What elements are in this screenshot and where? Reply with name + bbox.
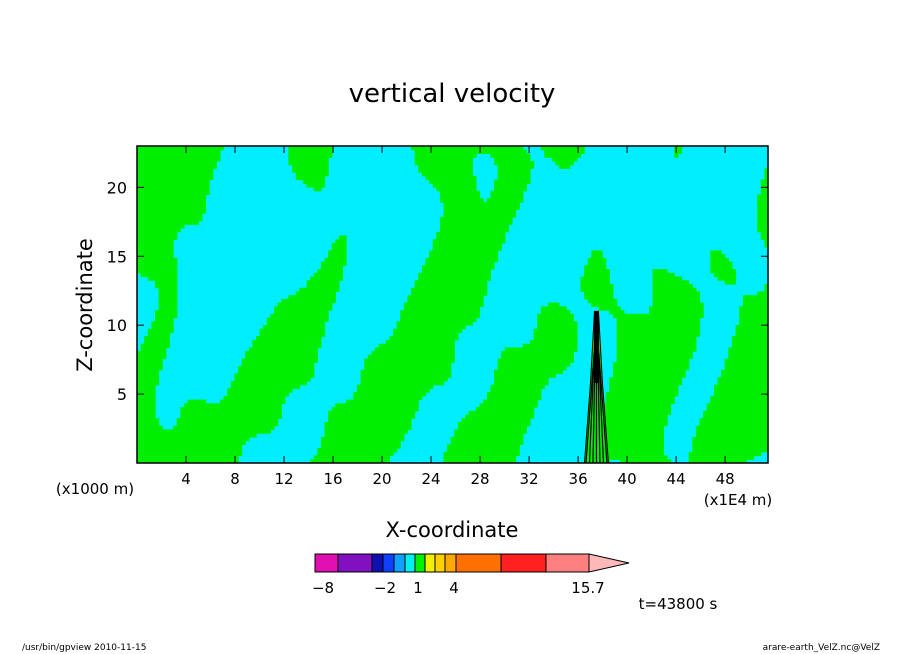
colorbar-tick-label: −2	[374, 579, 396, 597]
y-tick-label: 20	[107, 178, 127, 197]
y-axis-ticks: 5 10 15 20	[107, 178, 768, 404]
colorbar-tick-label: −8	[312, 579, 334, 597]
time-label: t=43800 s	[639, 595, 718, 613]
colorbar-tick-label: 4	[449, 579, 459, 597]
updraft-contour	[598, 353, 608, 463]
colorbar-extension-arrow	[588, 553, 630, 573]
x-axis-label: X-coordinate	[386, 518, 519, 542]
colorbar-segment	[424, 553, 436, 573]
y-tick-label: 5	[117, 385, 127, 404]
velocity-field	[137, 146, 768, 463]
footer-left: /usr/bin/gpview 2010-11-15	[22, 643, 146, 653]
x-tick-label: 32	[520, 470, 539, 488]
x-tick-label: 28	[471, 470, 490, 488]
colorbar-segment	[314, 553, 339, 573]
x-tick-label: 24	[422, 470, 441, 488]
colorbar-segment	[434, 553, 446, 573]
y-axis-label: Z-coordinate	[73, 238, 97, 372]
x-unit-left: (x1000 m)	[56, 480, 134, 498]
chart-title: vertical velocity	[349, 79, 556, 109]
colorbar-tick-label: 1	[413, 579, 423, 597]
plot-frame	[136, 145, 769, 464]
x-tick-label: 36	[569, 470, 588, 488]
colorbar-segment	[414, 553, 426, 573]
y-tick-label: 15	[107, 247, 127, 266]
colorbar-tick-label: 15.7	[571, 579, 604, 597]
updraft-core	[583, 310, 609, 463]
x-tick-label: 40	[618, 470, 637, 488]
colorbar-segment	[382, 553, 395, 573]
footer-right: arare-earth_VelZ.nc@VelZ	[763, 643, 880, 653]
x-tick-label: 44	[667, 470, 686, 488]
colorbar-segment	[500, 553, 547, 573]
colorbar: −8 −2 1 4 15.7	[312, 553, 630, 597]
colorbar-segment	[393, 553, 406, 573]
x-tick-label: 12	[274, 470, 293, 488]
colorbar-segment	[371, 553, 384, 573]
x-tick-label: 20	[373, 470, 392, 488]
colorbar-segment	[337, 553, 373, 573]
updraft-column	[593, 311, 599, 383]
x-tick-label: 16	[323, 470, 342, 488]
colorbar-segment	[545, 553, 590, 573]
x-axis-ticks: 4 8 12 16 20 24 28 32 36 40 44 48	[181, 146, 735, 488]
x-unit-right: (x1E4 m)	[704, 491, 773, 509]
colorbar-segment	[404, 553, 416, 573]
x-tick-label: 4	[181, 470, 191, 488]
updraft-contour	[585, 353, 595, 463]
y-tick-label: 10	[107, 316, 127, 335]
colorbar-segment	[455, 553, 502, 573]
x-tick-label: 48	[716, 470, 735, 488]
colorbar-segment	[444, 553, 457, 573]
x-tick-label: 8	[230, 470, 240, 488]
